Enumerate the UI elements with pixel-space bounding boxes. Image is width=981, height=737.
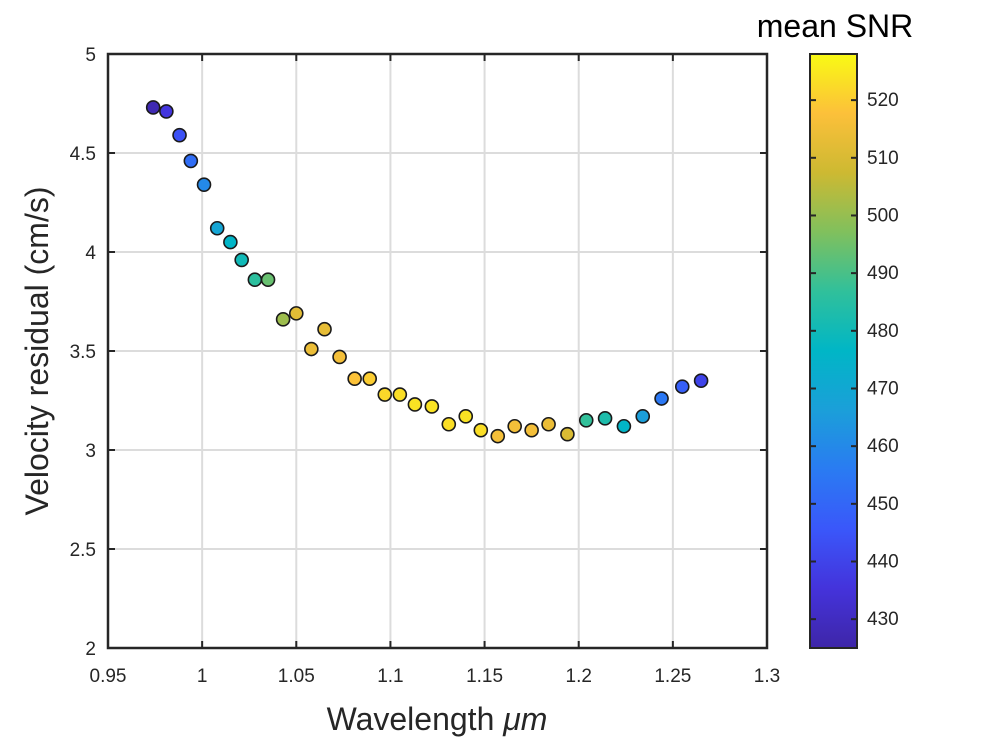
colorbar-tick-label: 480 xyxy=(867,321,899,342)
data-point xyxy=(183,153,199,169)
data-point xyxy=(347,371,362,387)
data-points xyxy=(145,100,709,444)
x-axis-label: Wavelength μm xyxy=(327,701,548,737)
x-tick-label: 1.15 xyxy=(466,666,503,687)
colorbar-frame xyxy=(809,53,858,649)
data-point xyxy=(524,422,539,438)
x-tick-label: 1.2 xyxy=(566,666,592,687)
data-point xyxy=(578,412,594,428)
x-tick-label: 1.3 xyxy=(754,666,780,687)
y-tick-label: 2 xyxy=(85,639,96,660)
data-point xyxy=(654,391,669,406)
y-tick-label: 4 xyxy=(85,243,96,264)
data-point xyxy=(247,272,263,288)
data-point xyxy=(377,387,393,402)
data-point xyxy=(490,428,506,444)
x-tick-label: 1 xyxy=(197,666,208,687)
colorbar-tick-label: 450 xyxy=(867,494,899,515)
data-point xyxy=(635,409,651,424)
x-tick-label: 1.05 xyxy=(278,666,315,687)
data-point xyxy=(597,411,613,426)
data-point xyxy=(424,399,440,414)
y-tick-label: 4.5 xyxy=(70,144,96,165)
colorbar-tick-label: 520 xyxy=(867,90,899,111)
grid-lines xyxy=(108,54,767,648)
colorbar-gradient xyxy=(810,54,857,648)
colorbar-tick-label: 430 xyxy=(867,609,899,630)
data-point xyxy=(407,397,423,412)
data-point xyxy=(275,312,291,327)
colorbar-ticks: 430 440 450 460 470 480 490 500 510 520 xyxy=(810,90,899,630)
y-axis-label: Velocity residual (cm/s) xyxy=(19,187,55,516)
y-axis-ticks: 2 2.5 3 3.5 4 4.5 5 xyxy=(70,45,767,660)
data-point xyxy=(541,416,556,432)
data-point xyxy=(317,321,332,337)
colorbar-tick-label: 500 xyxy=(867,205,899,226)
colorbar: 430 440 450 460 470 480 490 500 510 520 xyxy=(809,53,899,649)
data-point xyxy=(362,371,378,387)
data-point xyxy=(145,100,161,115)
data-point xyxy=(616,418,632,434)
x-tick-label: 1.25 xyxy=(654,666,691,687)
colorbar-tick-label: 460 xyxy=(867,436,899,457)
data-point xyxy=(209,220,225,236)
data-point xyxy=(473,422,489,438)
data-point xyxy=(332,349,347,365)
data-point xyxy=(159,104,174,119)
data-point xyxy=(507,418,522,434)
colorbar-tick-label: 510 xyxy=(867,148,899,169)
x-axis-ticks: 0.95 1 1.05 1.1 1.15 1.2 1.25 1.3 xyxy=(90,54,780,687)
colorbar-title: mean SNR xyxy=(757,8,914,44)
colorbar-tick-label: 470 xyxy=(867,378,899,399)
data-point xyxy=(458,409,474,424)
y-tick-label: 3.5 xyxy=(70,342,96,363)
x-tick-label: 0.95 xyxy=(90,666,127,687)
x-tick-label: 1.1 xyxy=(377,666,403,687)
y-tick-label: 2.5 xyxy=(70,540,96,561)
colorbar-tick-label: 490 xyxy=(867,263,899,284)
y-tick-label: 5 xyxy=(85,45,96,66)
data-point xyxy=(223,234,238,250)
data-point xyxy=(693,373,709,389)
data-point xyxy=(288,306,304,321)
data-point xyxy=(674,379,690,394)
data-point xyxy=(304,341,319,357)
data-point xyxy=(260,272,276,288)
y-tick-label: 3 xyxy=(85,441,96,462)
data-point xyxy=(560,426,575,442)
data-point xyxy=(196,177,212,192)
data-point xyxy=(234,252,249,268)
colorbar-tick-label: 440 xyxy=(867,551,899,572)
data-point xyxy=(441,416,457,432)
data-point xyxy=(172,127,187,143)
data-point xyxy=(392,387,408,402)
